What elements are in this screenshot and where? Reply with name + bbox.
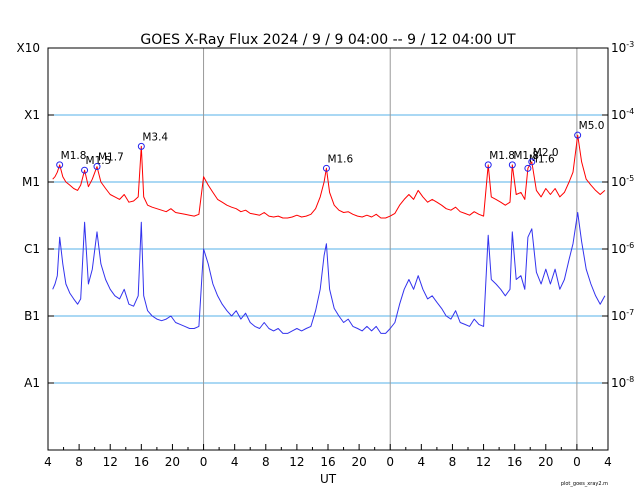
x-tick-label: 12: [289, 455, 304, 469]
flux-axis-labels: 10-3 10-4 10-5 10-6 10-7 10-8: [602, 40, 634, 390]
flare-label: M1.7: [98, 152, 124, 164]
x-tick-label: 12: [103, 455, 118, 469]
x-tick-label: 16: [507, 455, 522, 469]
flux-tick-label: 10-6: [611, 241, 634, 256]
flare-label: M1.6: [529, 153, 555, 165]
flare-marker: [484, 161, 492, 169]
class-level-label: B1: [24, 309, 40, 323]
flare-marker: [56, 161, 64, 169]
flux-tick-label: 10-5: [611, 174, 634, 189]
flare-label: M1.8: [489, 150, 515, 162]
flare-marker: [81, 166, 89, 174]
flare-label: M1.6: [327, 153, 353, 165]
flare-label: M1.5: [86, 155, 112, 167]
flare-markers: M1.8 M1.5M1.7M3.4M1.6 M1.8M1.8M1.6M2.0M5.0: [56, 120, 605, 174]
x-tick-label: 4: [418, 455, 426, 469]
x-tick-label: 20: [538, 455, 553, 469]
x-tick-label: 8: [75, 455, 83, 469]
class-level-label: X1: [24, 108, 40, 122]
x-axis-label: UT: [320, 472, 337, 486]
flux-tick-label: 10-4: [611, 107, 634, 122]
class-level-labels: A1 B1 C1 M1 X1 X10: [17, 41, 54, 390]
flux-tick-label: 10-8: [611, 375, 634, 390]
class-level-label: X10: [17, 41, 41, 55]
flare-marker: [93, 163, 101, 171]
x-tick-label: 4: [231, 455, 239, 469]
flare-marker: [528, 158, 536, 166]
x-tick-label: 16: [320, 455, 335, 469]
flux-tick-label: 10-3: [611, 40, 634, 55]
x-tick-label: 8: [449, 455, 457, 469]
flare-marker: [137, 142, 145, 150]
short-channel-line: [52, 212, 606, 334]
x-tick-label: 0: [573, 455, 581, 469]
flare-marker: [524, 164, 532, 172]
x-tick-label: 4: [44, 455, 52, 469]
flare-label: M3.4: [142, 131, 168, 143]
flare-label: M2.0: [533, 147, 559, 159]
flux-series: [52, 134, 606, 334]
flare-label: M1.8: [61, 150, 87, 162]
long-channel-line: [52, 134, 606, 219]
x-tick-label: 0: [200, 455, 208, 469]
x-tick-label: 0: [386, 455, 394, 469]
chart-title: GOES X-Ray Flux 2024 / 9 / 9 04:00 -- 9 …: [140, 32, 516, 48]
x-axis-ticks: 4 8 12 16 20 0 4 8 12 16 20 0 4 8 12 16 20 0 4: [44, 444, 612, 469]
x-tick-label: 20: [351, 455, 366, 469]
x-tick-label: 12: [476, 455, 491, 469]
flare-marker: [322, 164, 330, 172]
x-tick-label: 4: [604, 455, 612, 469]
flare-label: M5.0: [579, 120, 605, 132]
class-level-label: A1: [24, 376, 40, 390]
class-level-label: C1: [24, 242, 40, 256]
flux-tick-label: 10-7: [611, 308, 634, 323]
flare-marker: [574, 131, 582, 139]
x-tick-label: 8: [262, 455, 270, 469]
x-tick-label: 20: [165, 455, 180, 469]
class-level-label: M1: [22, 175, 40, 189]
x-tick-label: 16: [134, 455, 149, 469]
flare-marker: [508, 161, 516, 169]
plot-credit: plot_goes_xray2.m: [561, 481, 608, 487]
